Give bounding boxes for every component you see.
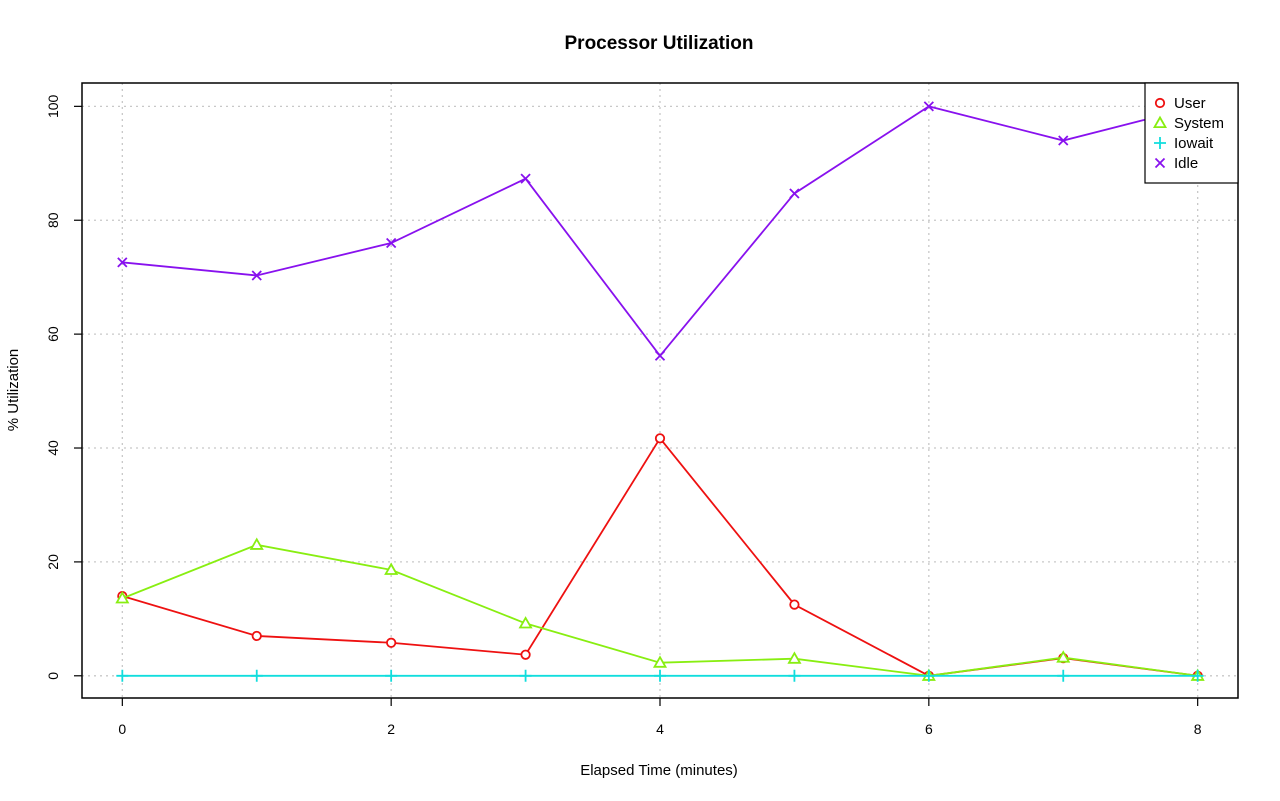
y-tick-label: 40: [45, 440, 61, 456]
data-point-idle: [923, 101, 934, 112]
series-idle: [117, 101, 1203, 361]
data-point-system: [1056, 650, 1071, 663]
series-iowait: [116, 669, 1204, 682]
data-point-idle: [654, 350, 666, 361]
y-tick-label: 80: [45, 212, 61, 228]
x-axis: 0 2 4 6 8: [118, 698, 1202, 737]
legend-marker-user: [1154, 97, 1166, 109]
legend-marker-system: [1152, 115, 1168, 129]
data-point-idle: [251, 270, 262, 281]
y-tick-label: 20: [45, 554, 61, 570]
data-point-system: [518, 616, 533, 629]
data-point-system: [115, 591, 130, 604]
data-point-iowait: [519, 669, 532, 682]
data-point-idle: [789, 188, 800, 199]
data-point-user: [386, 637, 397, 648]
data-point-iowait: [116, 669, 129, 682]
x-tick-label: 6: [925, 721, 933, 737]
data-point-iowait: [1191, 669, 1204, 682]
data-point-iowait: [250, 669, 263, 682]
data-point-user: [654, 433, 666, 444]
data-point-idle: [1058, 135, 1069, 146]
y-axis: 0 20 40 60 80 100: [45, 94, 82, 680]
y-tick-label: 0: [45, 672, 61, 680]
x-tick-label: 4: [656, 721, 664, 737]
grid: [82, 83, 1238, 698]
x-tick-label: 8: [1194, 721, 1202, 737]
chart-title: Processor Utilization: [565, 33, 754, 54]
x-axis-label: Elapsed Time (minutes): [580, 762, 738, 779]
data-point-idle: [520, 173, 531, 184]
x-tick-label: 0: [118, 721, 126, 737]
y-tick-label: 60: [45, 326, 61, 342]
series-group: [115, 101, 1205, 682]
legend-label-system: System: [1174, 115, 1224, 132]
legend: User System Iowait Idle: [1144, 82, 1239, 184]
legend-label-idle: Idle: [1174, 155, 1198, 172]
data-point-system: [249, 537, 264, 550]
legend-marker-idle: [1154, 157, 1166, 169]
data-point-iowait: [385, 669, 398, 682]
data-point-iowait: [654, 669, 666, 682]
data-point-user: [520, 649, 531, 660]
data-point-system: [787, 651, 802, 664]
data-point-idle: [117, 257, 128, 268]
data-point-iowait: [1057, 669, 1070, 682]
data-point-iowait: [788, 669, 801, 682]
y-axis-label: % Utilization: [5, 349, 22, 432]
plot-frame: [81, 82, 1239, 699]
legend-label-iowait: Iowait: [1174, 135, 1214, 152]
data-point-idle: [386, 237, 397, 249]
data-point-user: [251, 630, 262, 642]
data-point-system: [652, 655, 668, 668]
series-system: [115, 537, 1205, 681]
data-point-user: [789, 599, 800, 610]
y-tick-label: 100: [45, 94, 61, 118]
data-point-iowait: [922, 669, 935, 682]
legend-marker-iowait: [1154, 137, 1166, 149]
data-point-system: [384, 562, 399, 575]
legend-label-user: User: [1174, 95, 1206, 112]
x-tick-label: 2: [387, 721, 395, 737]
